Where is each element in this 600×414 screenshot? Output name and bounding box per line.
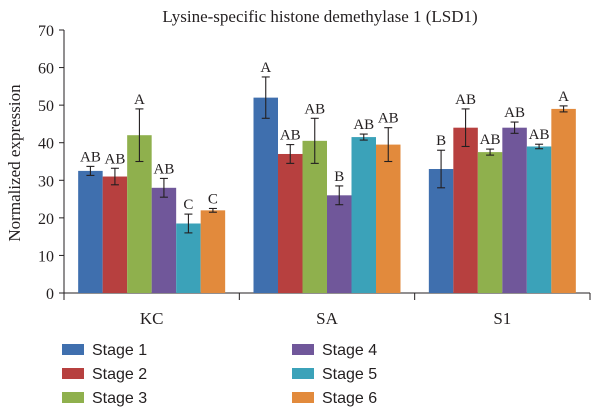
x-category-label: SA — [316, 309, 338, 328]
legend-label: Stage 4 — [322, 342, 377, 359]
significance-label: C — [208, 191, 218, 207]
legend-swatch — [292, 392, 314, 403]
y-axis-label: Normalized expression — [5, 84, 24, 242]
legend-label: Stage 3 — [92, 390, 147, 407]
x-category-label: S1 — [493, 309, 511, 328]
bar — [200, 210, 226, 293]
bar — [502, 127, 527, 293]
x-category-label: KC — [140, 309, 164, 328]
significance-label: AB — [529, 127, 550, 143]
bar — [278, 153, 303, 293]
legend-label: Stage 6 — [322, 390, 377, 407]
legend-label: Stage 2 — [92, 366, 147, 383]
significance-label: AB — [378, 111, 399, 127]
chart-title: Lysine-specific histone demethylase 1 (L… — [162, 7, 477, 26]
y-tick-label: 40 — [38, 136, 54, 153]
bar — [151, 187, 177, 293]
legend-swatch — [292, 368, 314, 379]
y-tick-label: 10 — [38, 248, 54, 265]
y-tick-label: 30 — [38, 173, 54, 190]
significance-label: A — [558, 89, 569, 105]
bar — [477, 152, 503, 293]
legend-swatch — [292, 344, 314, 355]
legend-swatch — [62, 392, 84, 403]
significance-label: AB — [80, 149, 101, 165]
bar — [453, 127, 478, 293]
bar — [78, 170, 103, 293]
y-tick-label: 70 — [38, 23, 54, 40]
legend: Stage 1 Stage 2 Stage 3 Stage 4 Stage 5 Stage… — [62, 342, 377, 407]
significance-label: AB — [504, 105, 525, 121]
significance-label: A — [260, 60, 271, 76]
y-tick-label: 0 — [46, 286, 54, 303]
bar — [302, 140, 327, 293]
y-tick-label: 20 — [38, 211, 54, 228]
significance-label: B — [436, 133, 446, 149]
significance-label: AB — [455, 92, 476, 108]
y-tick-label: 50 — [38, 98, 54, 115]
legend-swatch — [62, 368, 84, 379]
bar — [526, 146, 552, 293]
significance-label: AB — [280, 128, 301, 144]
bar — [351, 137, 376, 293]
y-tick-label: 60 — [38, 61, 54, 78]
bar — [327, 195, 352, 293]
significance-label: AB — [104, 151, 125, 167]
significance-label: C — [183, 197, 193, 213]
bar — [376, 144, 401, 293]
legend-swatch — [62, 344, 84, 355]
significance-label: B — [334, 169, 344, 185]
significance-label: AB — [304, 101, 325, 117]
bar — [176, 223, 201, 293]
significance-label: A — [134, 92, 145, 108]
legend-label: Stage 5 — [322, 366, 377, 383]
bar — [551, 108, 576, 294]
significance-label: AB — [153, 161, 174, 177]
bar — [102, 176, 128, 293]
bar — [428, 169, 454, 293]
significance-label: AB — [353, 117, 374, 133]
significance-label: AB — [480, 132, 501, 148]
bar — [253, 97, 278, 293]
legend-label: Stage 1 — [92, 342, 147, 359]
